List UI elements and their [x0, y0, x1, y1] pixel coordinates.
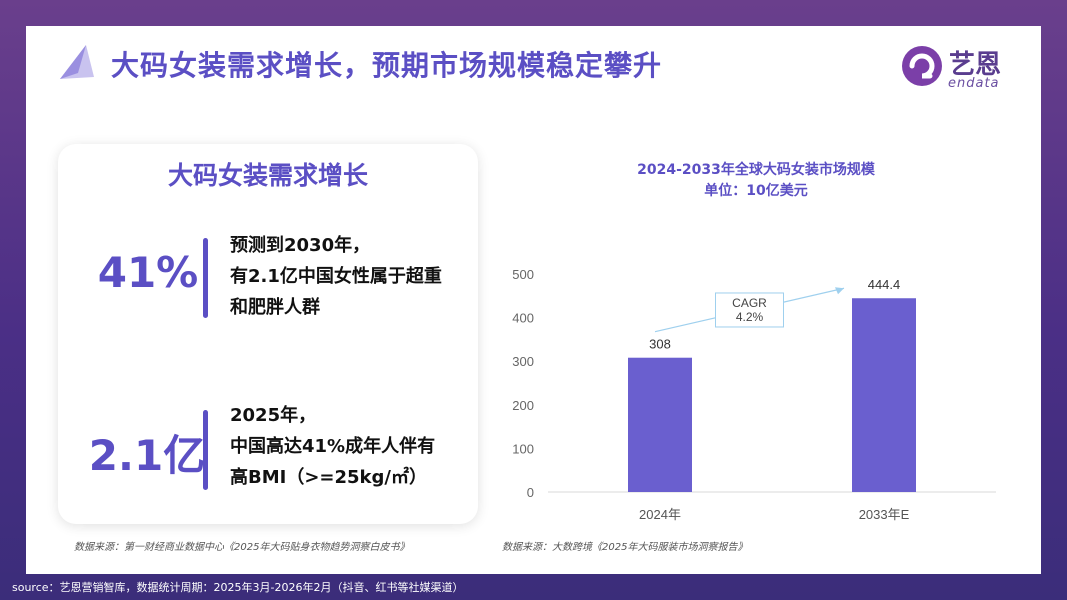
- y-tick-label: 500: [512, 267, 534, 282]
- y-tick-label: 0: [527, 485, 534, 500]
- left-source-note: 数据来源：第一财经商业数据中心《2025年大码贴身衣物趋势洞察白皮书》: [74, 542, 410, 553]
- bar-value-label: 444.4: [868, 277, 901, 292]
- bar: [628, 357, 692, 492]
- bar: [852, 298, 916, 492]
- prism-decoration-icon: [60, 45, 94, 79]
- stat-line: 中国高达41%成年人伴有: [230, 436, 436, 457]
- logo-name: 艺恩: [949, 50, 1002, 80]
- demand-card: 大码女装需求增长 41% 预测到2030年， 有2.1亿中国女性属于超重 和肥胖…: [58, 144, 478, 524]
- x-tick-label: 2024年: [639, 507, 681, 522]
- y-tick-label: 300: [512, 354, 534, 369]
- y-tick-label: 200: [512, 398, 534, 413]
- endata-logo-icon: [902, 46, 942, 86]
- stat-description: 2025年， 中国高达41%成年人伴有 高BMI（>=25kg/㎡）: [230, 400, 435, 493]
- stat-divider: [203, 238, 208, 318]
- stat-line: 高BMI（>=25kg/㎡）: [230, 467, 427, 488]
- stat-value: 41%: [97, 248, 199, 297]
- y-tick-label: 400: [512, 311, 534, 326]
- stat-line: 有2.1亿中国女性属于超重: [230, 266, 442, 287]
- stat-divider: [203, 410, 208, 490]
- page-title: 大码女装需求增长，预期市场规模稳定攀升: [111, 49, 663, 82]
- stat-line: 预测到2030年，: [230, 235, 371, 256]
- slide-canvas: 大码女装需求增长，预期市场规模稳定攀升 艺恩 endata 大码女装需求增长 4…: [26, 26, 1041, 574]
- cagr-value: 4.2%: [736, 310, 764, 324]
- stat-value: 2.1亿: [88, 431, 206, 480]
- cagr-label: CAGR: [732, 296, 767, 310]
- market-size-bar-chart: 0 100 200 300 400 500 308 2024年 444.4 2033年E CAGR4…: [512, 267, 996, 522]
- logo-subtext: endata: [948, 76, 1000, 91]
- right-source-note: 数据来源：大数跨境《2025年大码服装市场洞察报告》: [502, 542, 748, 553]
- footer-source: source：艺恩营销智库，数据统计周期：2025年3月-2026年2月（抖音、…: [12, 581, 464, 594]
- stat-description: 预测到2030年， 有2.1亿中国女性属于超重 和肥胖人群: [230, 230, 442, 323]
- card-title: 大码女装需求增长: [167, 161, 368, 190]
- chart-title: 2024-2033年全球大码女装市场规模 单位：10亿美元: [586, 160, 926, 202]
- chart-unit-line: 单位：10亿美元: [704, 183, 808, 199]
- x-tick-label: 2033年E: [859, 507, 910, 522]
- cagr-box: [715, 292, 784, 328]
- stat-line: 和肥胖人群: [230, 297, 320, 318]
- y-tick-label: 100: [512, 441, 534, 456]
- bar-value-label: 308: [649, 337, 671, 352]
- cagr-arrow-head-icon: [835, 287, 844, 295]
- chart-title-line: 2024-2033年全球大码女装市场规模: [637, 162, 875, 178]
- stat-line: 2025年，: [230, 405, 317, 426]
